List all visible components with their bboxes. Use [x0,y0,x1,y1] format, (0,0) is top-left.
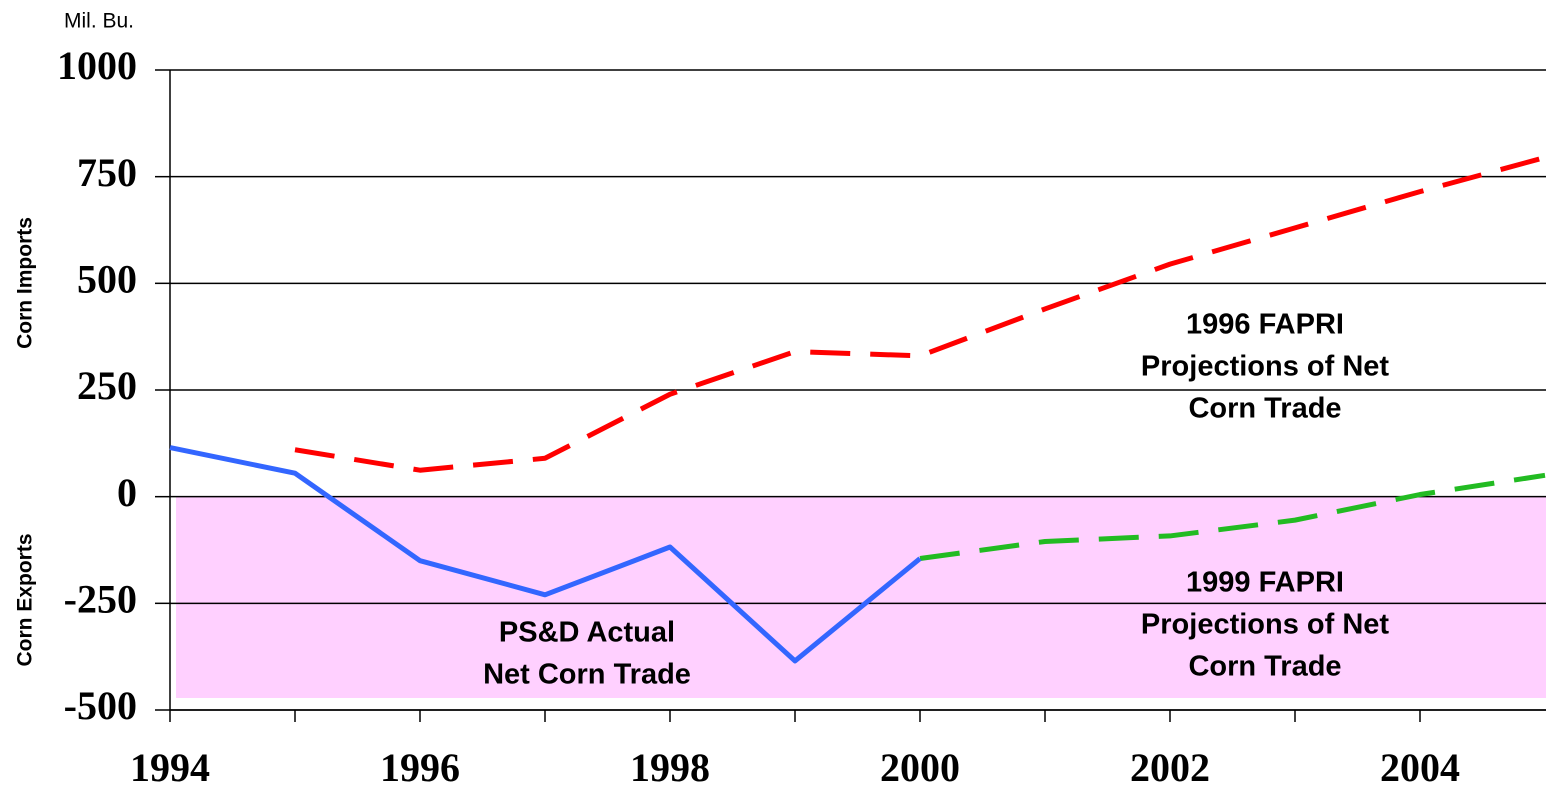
annotation: Projections of Net [1141,609,1389,641]
y-tick-label: -250 [64,577,137,622]
y-tick-label: 250 [77,363,137,408]
y-tick-label: 750 [77,150,137,195]
x-tick-label: 2004 [1380,745,1460,790]
y-label-lower: Corn Exports [14,533,37,666]
annotation: PS&D Actual [499,617,675,649]
series-line [919,472,1546,562]
y-tick-label: 500 [77,257,137,302]
x-tick-label: 1994 [130,745,210,790]
y-tick-label: 1000 [57,43,137,88]
series-line [169,445,922,664]
x-tick-label: 2000 [880,745,960,790]
annotation: Projections of Net [1141,351,1389,383]
y-tick-label: 0 [117,470,137,515]
annotation: Corn Trade [1188,393,1341,425]
x-tick-label: 1996 [380,745,460,790]
series-line [294,155,1546,473]
x-tick-label: 2002 [1130,745,1210,790]
unit-label: Mil. Bu. [64,10,134,33]
export-shade [176,496,1546,698]
y-tick-label: -500 [64,683,137,728]
annotation: Corn Trade [1188,651,1341,683]
x-tick-label: 1998 [630,745,710,790]
y-label-upper: Corn Imports [14,217,37,349]
annotation: 1999 FAPRI [1186,567,1344,599]
annotation: 1996 FAPRI [1186,309,1344,341]
annotation: Net Corn Trade [483,659,691,691]
